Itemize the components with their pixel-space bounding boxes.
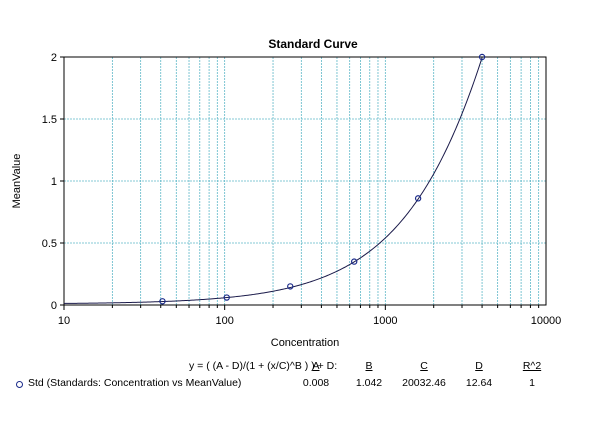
grid-lines — [63, 56, 547, 306]
param-value-d: 12.64 — [465, 377, 493, 389]
x-axis-label: Concentration — [271, 337, 340, 349]
data-point — [223, 294, 230, 301]
series-label: Std (Standards: Concentration vs MeanVal… — [28, 377, 242, 389]
fit-header-row: y = ( (A - D)/(1 + (x/C)^B ) ) + D: A B … — [14, 360, 584, 377]
data-point — [478, 53, 486, 61]
data-points — [159, 53, 486, 305]
x-tick-label: 10 — [58, 315, 70, 327]
x-tick-label: 100 — [215, 315, 233, 327]
param-header-r2: R^2 — [522, 360, 542, 372]
data-point — [414, 195, 422, 202]
y-axis-label: MeanValue — [11, 154, 23, 209]
param-value-b: 1.042 — [355, 377, 383, 389]
x-tick-label: 10000 — [531, 315, 562, 327]
param-header-b: B — [365, 360, 373, 372]
x-tick-label: 1000 — [373, 315, 397, 327]
data-point — [350, 258, 358, 265]
param-value-a: 0.008 — [302, 377, 330, 389]
y-tick-label: 2 — [51, 52, 57, 64]
fit-parameters-table: y = ( (A - D)/(1 + (x/C)^B ) ) + D: A B … — [14, 360, 584, 394]
param-header-a: A — [312, 360, 320, 372]
y-tick-label: 1 — [51, 176, 57, 188]
param-value-r2: 1 — [529, 377, 535, 389]
y-tick-label: 1.5 — [42, 114, 57, 126]
y-tick-label: 0.5 — [42, 238, 57, 250]
param-value-c: 20032.46 — [402, 377, 446, 389]
param-header-d: D — [475, 360, 483, 372]
data-point — [159, 298, 166, 305]
y-axis-ticks: 0 0.5 1 1.5 2 — [42, 52, 64, 312]
fit-equation: y = ( (A - D)/(1 + (x/C)^B ) ) + D: — [189, 360, 338, 372]
fit-curve — [63, 57, 483, 304]
chart-title: Standard Curve — [268, 37, 358, 51]
series-marker-icon — [16, 381, 23, 388]
standard-curve-chart: Standard Curve 10 100 1000 10000 00.511.52 … — [11, 37, 561, 349]
x-axis-ticks: 10 100 1000 10000 — [58, 305, 561, 327]
param-header-c: C — [420, 360, 428, 372]
data-point — [287, 283, 294, 290]
fit-values-row: Std (Standards: Concentration vs MeanVal… — [14, 377, 584, 394]
y-tick-label: 0 — [51, 300, 57, 312]
